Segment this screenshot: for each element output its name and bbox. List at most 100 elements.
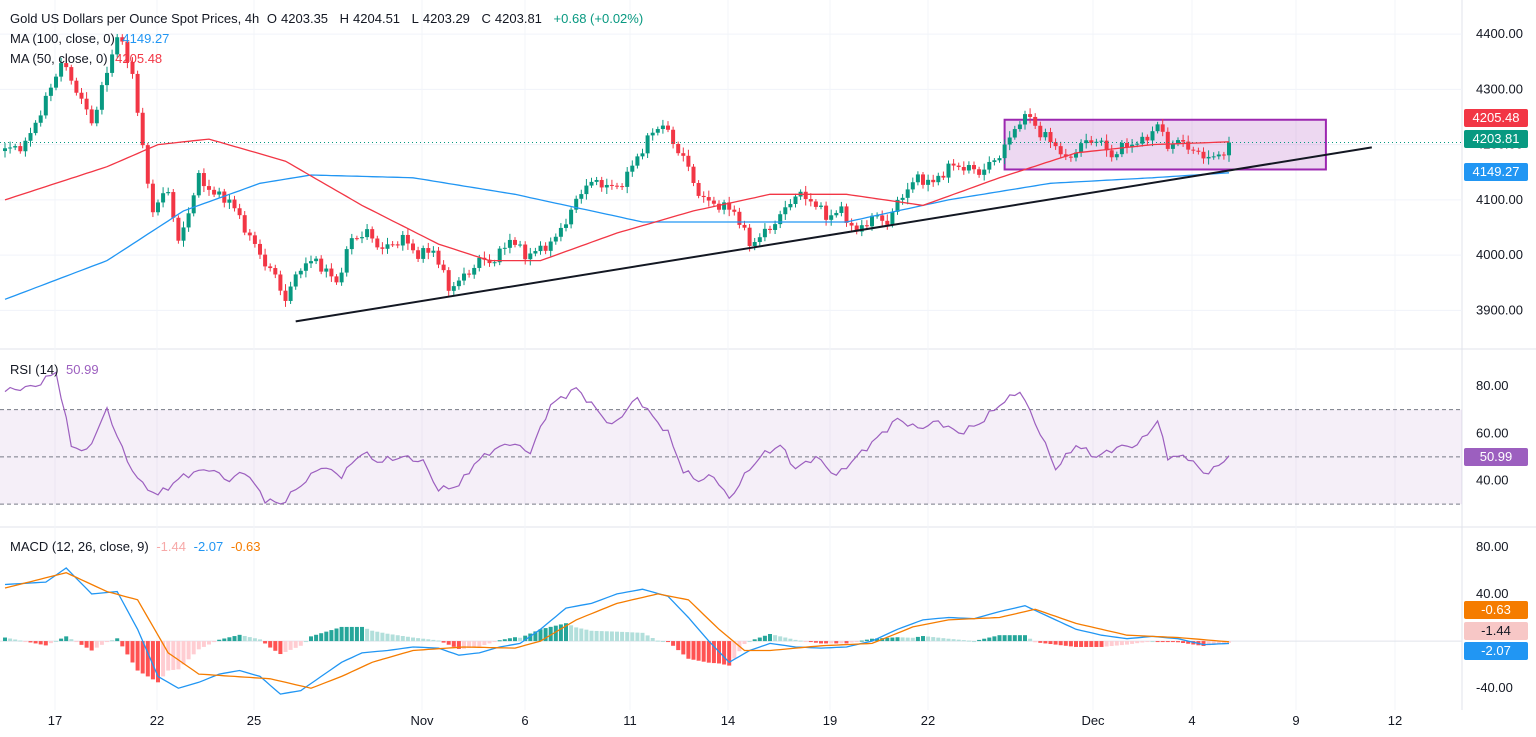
macd-histogram-bar bbox=[742, 641, 747, 645]
macd-histogram-bar bbox=[33, 641, 38, 644]
macd-histogram-bar bbox=[181, 641, 186, 665]
price-tick-label: 3900.00 bbox=[1476, 302, 1523, 317]
macd-histogram-bar bbox=[518, 637, 523, 642]
candle-body bbox=[1089, 140, 1094, 143]
candle-body bbox=[1043, 132, 1048, 138]
macd-histogram-bar bbox=[1058, 641, 1063, 646]
macd-histogram-bar bbox=[803, 641, 808, 643]
candle-body bbox=[615, 185, 619, 187]
macd-histogram-bar bbox=[844, 641, 849, 644]
candle-body bbox=[1221, 154, 1226, 156]
macd-histogram-bar bbox=[1002, 635, 1007, 642]
macd-histogram-bar bbox=[768, 634, 772, 642]
candle-body bbox=[599, 179, 604, 188]
candle-body bbox=[635, 156, 640, 166]
low-label: L bbox=[411, 11, 419, 26]
candle-body bbox=[609, 184, 614, 186]
candle-body bbox=[977, 169, 982, 175]
candle-body bbox=[110, 54, 115, 73]
candle-body bbox=[553, 236, 558, 242]
grid-lines bbox=[0, 0, 1536, 710]
macd-histogram-bar bbox=[793, 639, 798, 642]
macd-histogram-bar bbox=[961, 640, 966, 642]
candle-body bbox=[451, 286, 456, 291]
time-tick-label: 22 bbox=[150, 713, 164, 728]
candle-body bbox=[788, 204, 793, 208]
candle-body bbox=[344, 249, 349, 273]
macd-histogram-bar bbox=[456, 641, 461, 649]
candle-body bbox=[23, 140, 28, 152]
macd-histogram-bar bbox=[1170, 641, 1175, 643]
macd-histogram-bar bbox=[829, 641, 834, 644]
macd-histogram-bar bbox=[125, 641, 130, 655]
macd-histogram-bar bbox=[1023, 635, 1027, 642]
candle-body bbox=[365, 229, 370, 238]
macd-histogram-bar bbox=[492, 641, 497, 643]
macd-histogram-bar bbox=[375, 631, 380, 642]
macd-histogram-bar bbox=[635, 632, 640, 642]
macd-histogram-bar bbox=[79, 641, 84, 645]
candle-body bbox=[217, 191, 222, 195]
signal-price-tag: -0.63 bbox=[1464, 601, 1528, 619]
candle-body bbox=[936, 175, 941, 183]
price-tick-label: 4300.00 bbox=[1476, 81, 1523, 96]
macd-histogram-bar bbox=[819, 641, 823, 644]
price-tick-label: 4000.00 bbox=[1476, 247, 1523, 262]
candle-body bbox=[1196, 150, 1201, 152]
candle-body bbox=[288, 286, 293, 301]
candle-body bbox=[1079, 143, 1084, 153]
candle-body bbox=[227, 199, 232, 203]
ma50-price-tag: 4205.48 bbox=[1464, 109, 1528, 127]
candle-body bbox=[533, 251, 538, 254]
candle-body bbox=[538, 245, 543, 252]
candle-body bbox=[717, 203, 721, 210]
ma50-line bbox=[4, 138, 1230, 262]
ma100-label: MA (100, close, 0) bbox=[10, 31, 115, 46]
macd-histogram-bar bbox=[207, 641, 211, 645]
candle-body bbox=[293, 274, 298, 287]
candle-body bbox=[1140, 136, 1145, 144]
macd-histogram-bar bbox=[1038, 641, 1043, 643]
candle-body bbox=[910, 182, 915, 190]
candle-body bbox=[518, 244, 523, 246]
macd-histogram-bar bbox=[1125, 641, 1129, 645]
macd-histogram-bar bbox=[441, 641, 446, 643]
macd-histogram-bar bbox=[426, 639, 431, 642]
candle-body bbox=[885, 220, 890, 225]
candle-body bbox=[686, 155, 691, 167]
close-label: C bbox=[481, 11, 491, 26]
macd-histogram-bar bbox=[472, 641, 477, 648]
macd-histogram-bar bbox=[421, 638, 426, 642]
macd-histogram-bar bbox=[757, 637, 762, 642]
macd-histogram-bar bbox=[390, 634, 395, 642]
candle-body bbox=[43, 95, 48, 116]
candle-body bbox=[74, 80, 79, 93]
macd-histogram-bar bbox=[1130, 641, 1135, 644]
candle-body bbox=[309, 261, 313, 264]
candle-body bbox=[502, 247, 507, 249]
candle-body bbox=[1150, 131, 1155, 141]
macd-histogram-bar bbox=[778, 636, 783, 642]
candle-body bbox=[487, 259, 492, 264]
candle-body bbox=[742, 224, 747, 228]
candle-body bbox=[380, 247, 385, 249]
macd-histogram-bar bbox=[1165, 641, 1170, 643]
candle-body bbox=[79, 92, 84, 99]
macd-histogram-bar bbox=[64, 636, 69, 642]
candle-body bbox=[390, 244, 395, 246]
candle-body bbox=[84, 98, 89, 110]
candle-body bbox=[252, 235, 257, 244]
candle-body bbox=[1063, 154, 1068, 157]
candle-body bbox=[676, 143, 681, 154]
macd-histogram-bar bbox=[1145, 641, 1150, 643]
candle-body bbox=[298, 270, 303, 275]
macd-histogram-bar bbox=[752, 639, 757, 642]
candle-body bbox=[660, 125, 665, 130]
candle-body bbox=[859, 225, 864, 232]
candle-body bbox=[941, 175, 946, 178]
macd-histogram-bar bbox=[227, 637, 232, 642]
macd-histogram-bar bbox=[487, 641, 492, 644]
macd-histogram-bar bbox=[319, 633, 324, 642]
candle-body bbox=[671, 129, 676, 144]
